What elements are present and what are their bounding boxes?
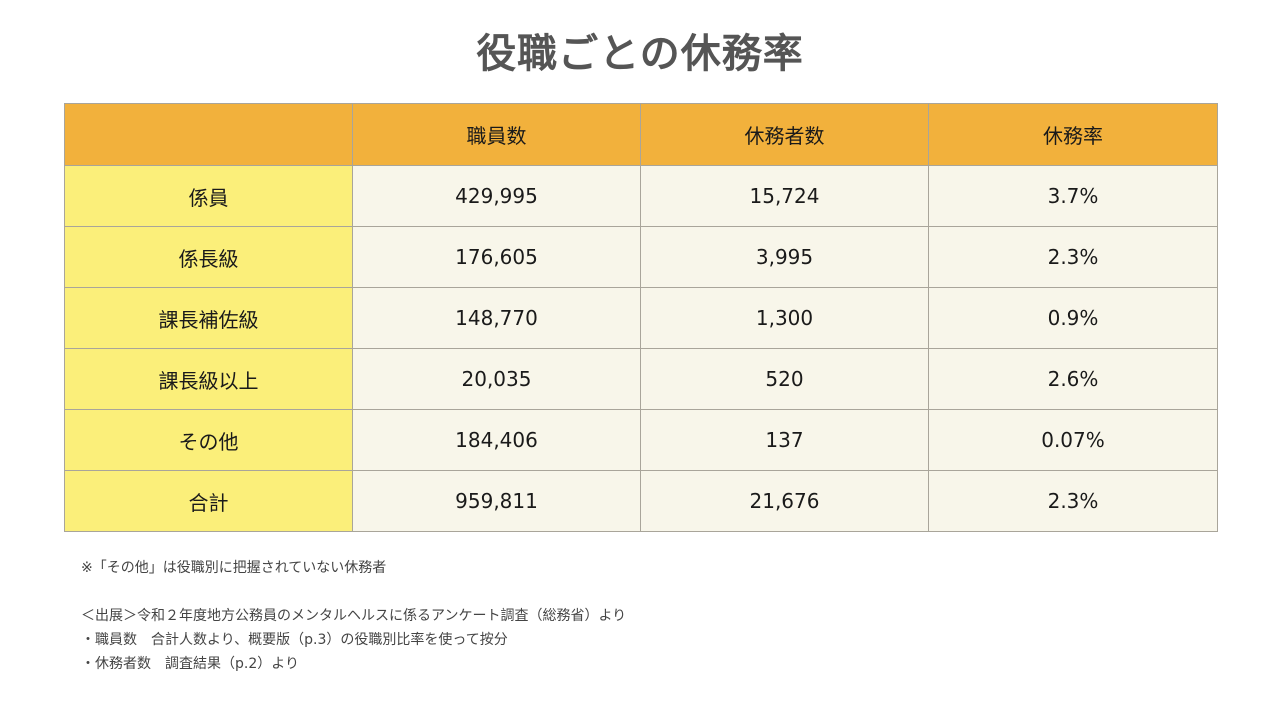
absence-rate-cell: 2.3% (928, 470, 1218, 532)
table-row-total: 合計 959,811 21,676 2.3% (64, 470, 1218, 532)
row-label: 課長級以上 (64, 348, 353, 410)
staff-count-cell: 148,770 (352, 287, 641, 349)
header-absence-rate: 休務率 (928, 103, 1218, 166)
row-label: 係員 (64, 165, 353, 227)
table-header-row: 職員数 休務者数 休務率 (64, 103, 1218, 166)
absent-count-cell: 21,676 (640, 470, 929, 532)
absence-rate-cell: 2.3% (928, 226, 1218, 288)
absence-rate-cell: 0.9% (928, 287, 1218, 349)
row-label: 合計 (64, 470, 353, 532)
table-row: 係長級 176,605 3,995 2.3% (64, 226, 1218, 288)
header-absent-count: 休務者数 (640, 103, 929, 166)
absent-count-cell: 3,995 (640, 226, 929, 288)
staff-count-cell: 429,995 (352, 165, 641, 227)
header-empty-cell (64, 103, 353, 166)
absent-count-cell: 1,300 (640, 287, 929, 349)
table-row: 係員 429,995 15,724 3.7% (64, 165, 1218, 227)
absence-rate-table: 職員数 休務者数 休務率 係員 429,995 15,724 3.7% 係長級 … (64, 103, 1218, 532)
staff-count-cell: 184,406 (352, 409, 641, 471)
absence-rate-cell: 3.7% (928, 165, 1218, 227)
absent-count-cell: 15,724 (640, 165, 929, 227)
row-label: その他 (64, 409, 353, 471)
page-title: 役職ごとの休務率 (476, 31, 804, 77)
notes-spacer (81, 580, 626, 604)
staff-count-cell: 176,605 (352, 226, 641, 288)
absent-count-cell: 520 (640, 348, 929, 410)
table-row: 課長級以上 20,035 520 2.6% (64, 348, 1218, 410)
staff-count-cell: 959,811 (352, 470, 641, 532)
header-staff-count: 職員数 (352, 103, 641, 166)
note-bullet-absent: ・休務者数 調査結果（p.2）より (81, 656, 299, 672)
row-label: 係長級 (64, 226, 353, 288)
footnote: ※「その他」は役職別に把握されていない休務者 (81, 560, 387, 576)
absent-count-cell: 137 (640, 409, 929, 471)
notes-section: ※「その他」は役職別に把握されていない休務者 ＜出展＞令和２年度地方公務員のメン… (81, 556, 626, 676)
note-bullet-staff: ・職員数 合計人数より、概要版（p.3）の役職別比率を使って按分 (81, 632, 508, 648)
staff-count-cell: 20,035 (352, 348, 641, 410)
table-row: 課長補佐級 148,770 1,300 0.9% (64, 287, 1218, 349)
table-row: その他 184,406 137 0.07% (64, 409, 1218, 471)
absence-rate-cell: 0.07% (928, 409, 1218, 471)
absence-rate-cell: 2.6% (928, 348, 1218, 410)
source-note: ＜出展＞令和２年度地方公務員のメンタルヘルスに係るアンケート調査（総務省）より (81, 608, 627, 624)
row-label: 課長補佐級 (64, 287, 353, 349)
